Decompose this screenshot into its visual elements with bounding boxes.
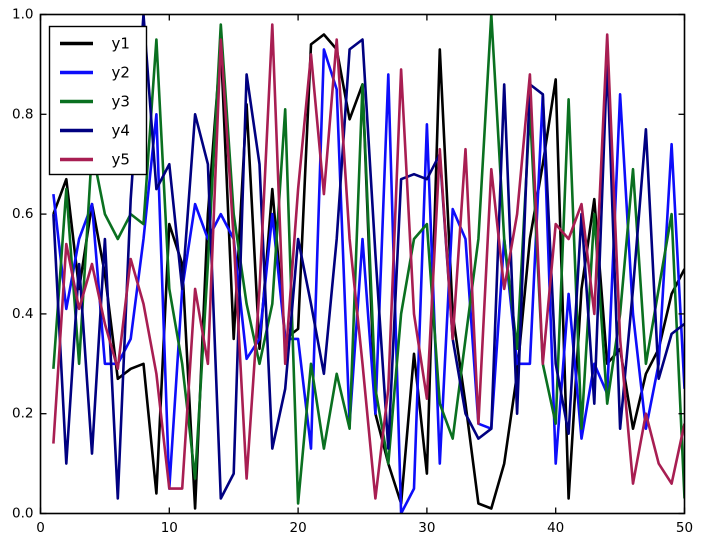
y-tick-label: 0.8 [12, 106, 33, 122]
x-tick-label: 30 [418, 520, 435, 536]
x-tick-label: 50 [676, 520, 693, 536]
legend-label-y2: y2 [112, 64, 130, 82]
legend-label-y5: y5 [112, 151, 130, 169]
axes-frame [39, 13, 686, 515]
y-tick-label: 0.4 [12, 306, 33, 322]
x-tick-label: 0 [36, 520, 45, 536]
series-line-y5 [52, 23, 685, 500]
legend-label-y4: y4 [112, 122, 130, 140]
legend-label-y1: y1 [112, 35, 130, 53]
x-tick-label: 10 [161, 520, 178, 536]
series-line-y3 [52, 14, 685, 505]
ticks-group: 0 10 20 30 40 50 0.0 0.2 0.4 0.6 0.8 1.0 [12, 7, 693, 537]
series-group [52, 14, 685, 514]
y-tick-label: 0.2 [12, 406, 33, 422]
y-tick-label: 0.6 [12, 206, 33, 222]
legend-label-y3: y3 [112, 93, 130, 111]
legend: y1 y2 y3 y4 y5 [48, 25, 148, 176]
y-tick-label: 1.0 [12, 7, 33, 23]
x-tick-label: 40 [547, 520, 564, 536]
series-line-y4 [52, 14, 685, 500]
series-line-y2 [52, 48, 685, 514]
x-tick-label: 20 [290, 520, 307, 536]
y-tick-label: 0.0 [12, 506, 33, 522]
